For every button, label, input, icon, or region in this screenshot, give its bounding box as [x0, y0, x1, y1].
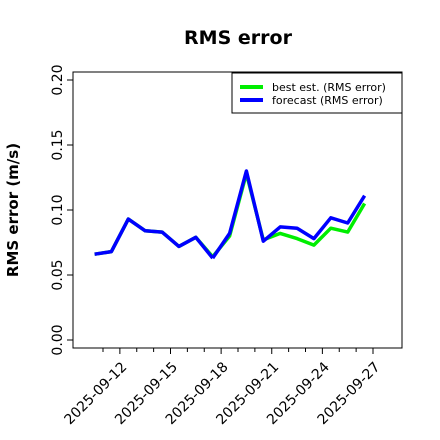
series-forecast-line-0	[94, 217, 215, 260]
legend-label-best: best est. (RMS error)	[272, 81, 386, 94]
legend: best est. (RMS error) forecast (RMS erro…	[231, 72, 403, 114]
y-tick-label-0: 0.00	[50, 324, 66, 355]
legend-label-forecast: forecast (RMS error)	[272, 94, 383, 107]
y-tick-label-2: 0.10	[50, 194, 66, 225]
series-layer	[94, 169, 367, 260]
chart-title: RMS error	[184, 27, 293, 49]
y-axis-label: RMS error (m/s)	[4, 143, 22, 277]
y-tick-label-3: 0.15	[50, 129, 66, 160]
y-tick-label-4: 0.20	[50, 64, 66, 95]
y-axis: 0.00 0.05 0.10 0.15 0.20	[50, 64, 73, 356]
x-axis: 2025-09-122025-09-152025-09-182025-09-21…	[62, 348, 383, 428]
series-forecast-line-1	[211, 169, 367, 260]
y-tick-label-1: 0.05	[50, 259, 66, 290]
legend-box	[231, 72, 403, 114]
